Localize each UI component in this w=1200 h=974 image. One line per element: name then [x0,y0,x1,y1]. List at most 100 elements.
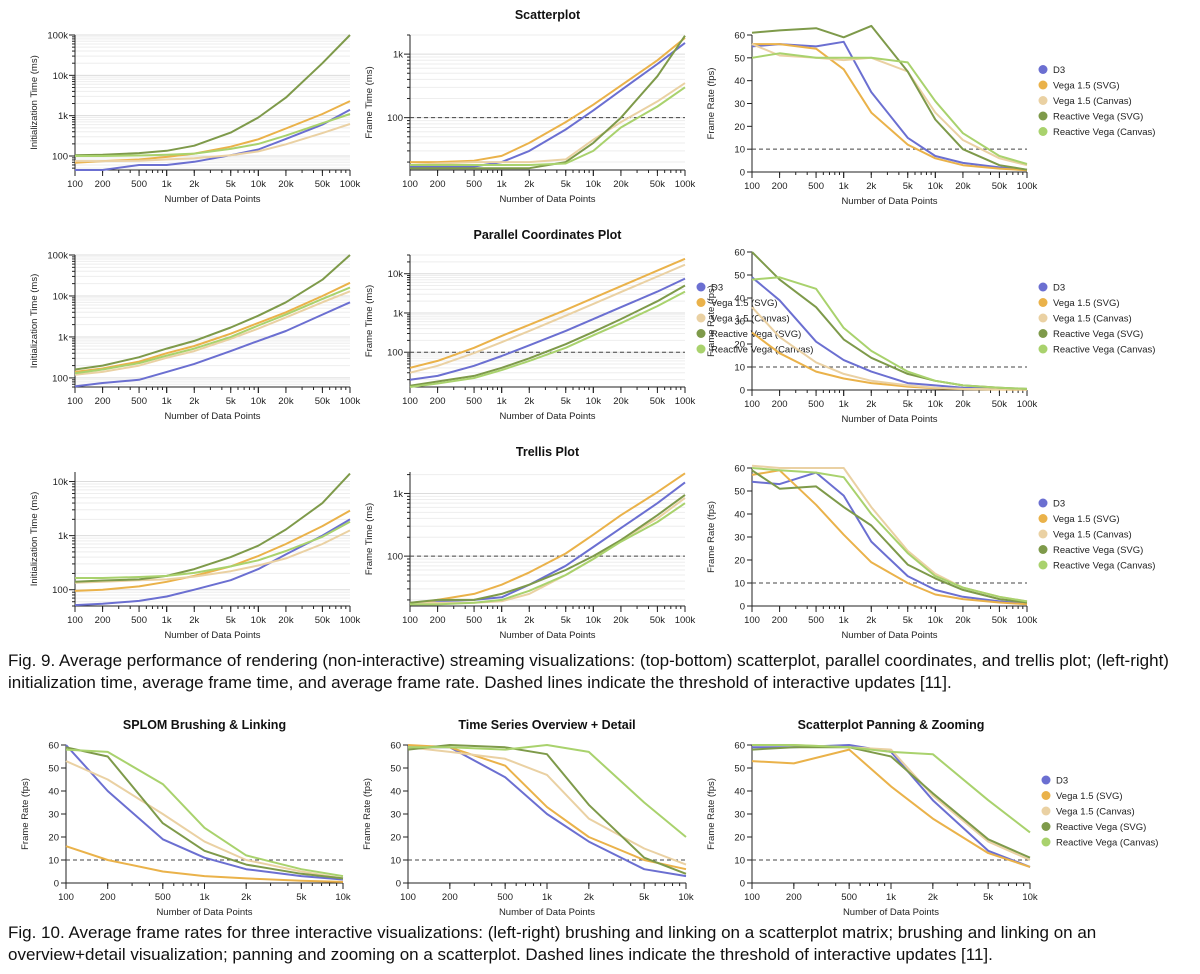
legend-label: Vega 1.5 (SVG) [1053,81,1120,92]
y-tick-label: 50 [734,487,745,498]
legend-swatch [696,329,706,338]
x-tick-label: 50k [315,396,331,407]
series-line [65,744,344,881]
x-tick-label: 2k [189,615,199,626]
x-tick-label: 10k [251,179,267,190]
x-tick-label: 200 [772,399,788,410]
y-tick-label: 10 [734,145,745,156]
series-line [409,290,686,388]
y-tick-label: 10k [388,269,404,280]
x-tick-label: 1k [542,892,552,903]
legend-label: D3 [1053,65,1065,76]
series-line [65,748,344,878]
y-axis-title: Initialization Time (ms) [29,274,40,369]
x-axis-title: Number of Data Points [499,194,595,205]
x-tick-label: 10k [251,615,267,626]
series-line [74,472,351,583]
y-tick-label: 100 [387,113,403,124]
x-tick-label: 5k [226,396,236,407]
legend-label: Vega 1.5 (Canvas) [1056,807,1135,818]
series-line [75,123,351,163]
x-tick-label: 100k [675,179,696,190]
x-tick-label: 1k [162,615,172,626]
x-tick-label: 20k [955,399,971,410]
legend-swatch [696,313,706,323]
x-tick-label: 10k [928,615,944,626]
figure-9-caption: Fig. 9. Average performance of rendering… [8,651,1169,692]
y-tick-label: 40 [734,510,745,521]
legend-label: Reactive Vega (SVG) [1053,545,1143,556]
x-tick-label: 20k [278,396,294,407]
x-tick-label: 200 [430,396,446,407]
x-tick-label: 1k [839,181,849,192]
x-axis-title: Number of Data Points [164,630,260,641]
x-tick-label: 200 [95,179,111,190]
x-tick-label: 200 [95,615,111,626]
x-tick-label: 2k [189,179,199,190]
legend-swatch [1038,111,1048,121]
series-line [74,286,351,375]
x-tick-label: 100k [1017,181,1038,192]
x-tick-label: 100k [340,615,361,626]
chart-7: 100 200 500 1k 2k 5k 10k 20k 50k 100k 100 1k 10k Numb… [29,472,361,641]
series-line [75,108,351,171]
chart-3: 100 200 500 1k 2k 5k 10k 20k 50k 100k 0 10 20 30 40 50 6… [706,24,1155,207]
x-tick-label: 500 [466,396,482,407]
series-line [751,748,1031,868]
y-tick-label: 10 [48,856,59,867]
series-line [751,40,1028,171]
x-tick-label: 5k [226,179,236,190]
series-line [74,290,351,376]
legend-swatch [1038,313,1048,323]
legend-swatch [1038,560,1048,570]
x-tick-label: 5k [983,892,993,903]
series-line [409,472,686,606]
y-axis-title: Frame Time (ms) [364,66,375,138]
series-line [75,520,351,579]
series-line [751,24,1028,171]
legend-swatch [1041,806,1051,816]
x-tick-label: 5k [903,181,913,192]
x-tick-label: 200 [442,892,458,903]
legend-label: Reactive Vega (SVG) [1053,329,1143,340]
x-tick-label: 100 [744,399,760,410]
y-tick-label: 40 [734,76,745,87]
x-tick-label: 100k [340,396,361,407]
legend-swatch [1038,298,1048,307]
x-tick-label: 100 [402,179,418,190]
x-tick-label: 200 [430,615,446,626]
legend-swatch [696,282,706,292]
series-line [74,254,351,371]
y-tick-label: 20 [734,556,745,567]
x-tick-label: 50k [992,399,1008,410]
x-tick-label: 500 [155,892,171,903]
x-tick-label: 2k [241,892,251,903]
series-line [407,746,687,866]
y-axis-title: Frame Rate (fps) [20,778,31,850]
y-axis-title: Frame Rate (fps) [706,501,717,573]
legend-swatch [1038,329,1048,338]
x-axis-title: Number of Data Points [841,630,937,641]
chart-title: Trellis Plot [516,445,580,459]
chart-9: 100 200 500 1k 2k 5k 10k 20k 50k 100k 0 10 20 30 40 50 6… [706,464,1155,642]
y-axis-title: Initialization Time (ms) [29,492,40,587]
x-tick-label: 2k [524,615,534,626]
chart-title: Parallel Coordinates Plot [474,228,623,242]
x-tick-label: 20k [278,179,294,190]
x-tick-label: 1k [497,615,507,626]
y-tick-label: 20 [734,122,745,133]
x-tick-label: 2k [866,181,876,192]
series-line [751,306,1028,391]
chart-6: 100 200 500 1k 2k 5k 10k 20k 50k 100k 0 10 20 30 40 50 6… [706,248,1155,426]
y-tick-label: 30 [390,810,401,821]
y-tick-label: 30 [734,99,745,110]
y-tick-label: 100 [52,152,68,163]
x-tick-label: 1k [497,396,507,407]
y-axis-title: Initialization Time (ms) [29,55,40,150]
y-tick-label: 60 [734,31,745,42]
x-tick-label: 1k [199,892,209,903]
x-axis-title: Number of Data Points [841,196,937,207]
x-tick-label: 500 [466,615,482,626]
series-line [751,43,1028,167]
x-tick-label: 50k [650,615,666,626]
